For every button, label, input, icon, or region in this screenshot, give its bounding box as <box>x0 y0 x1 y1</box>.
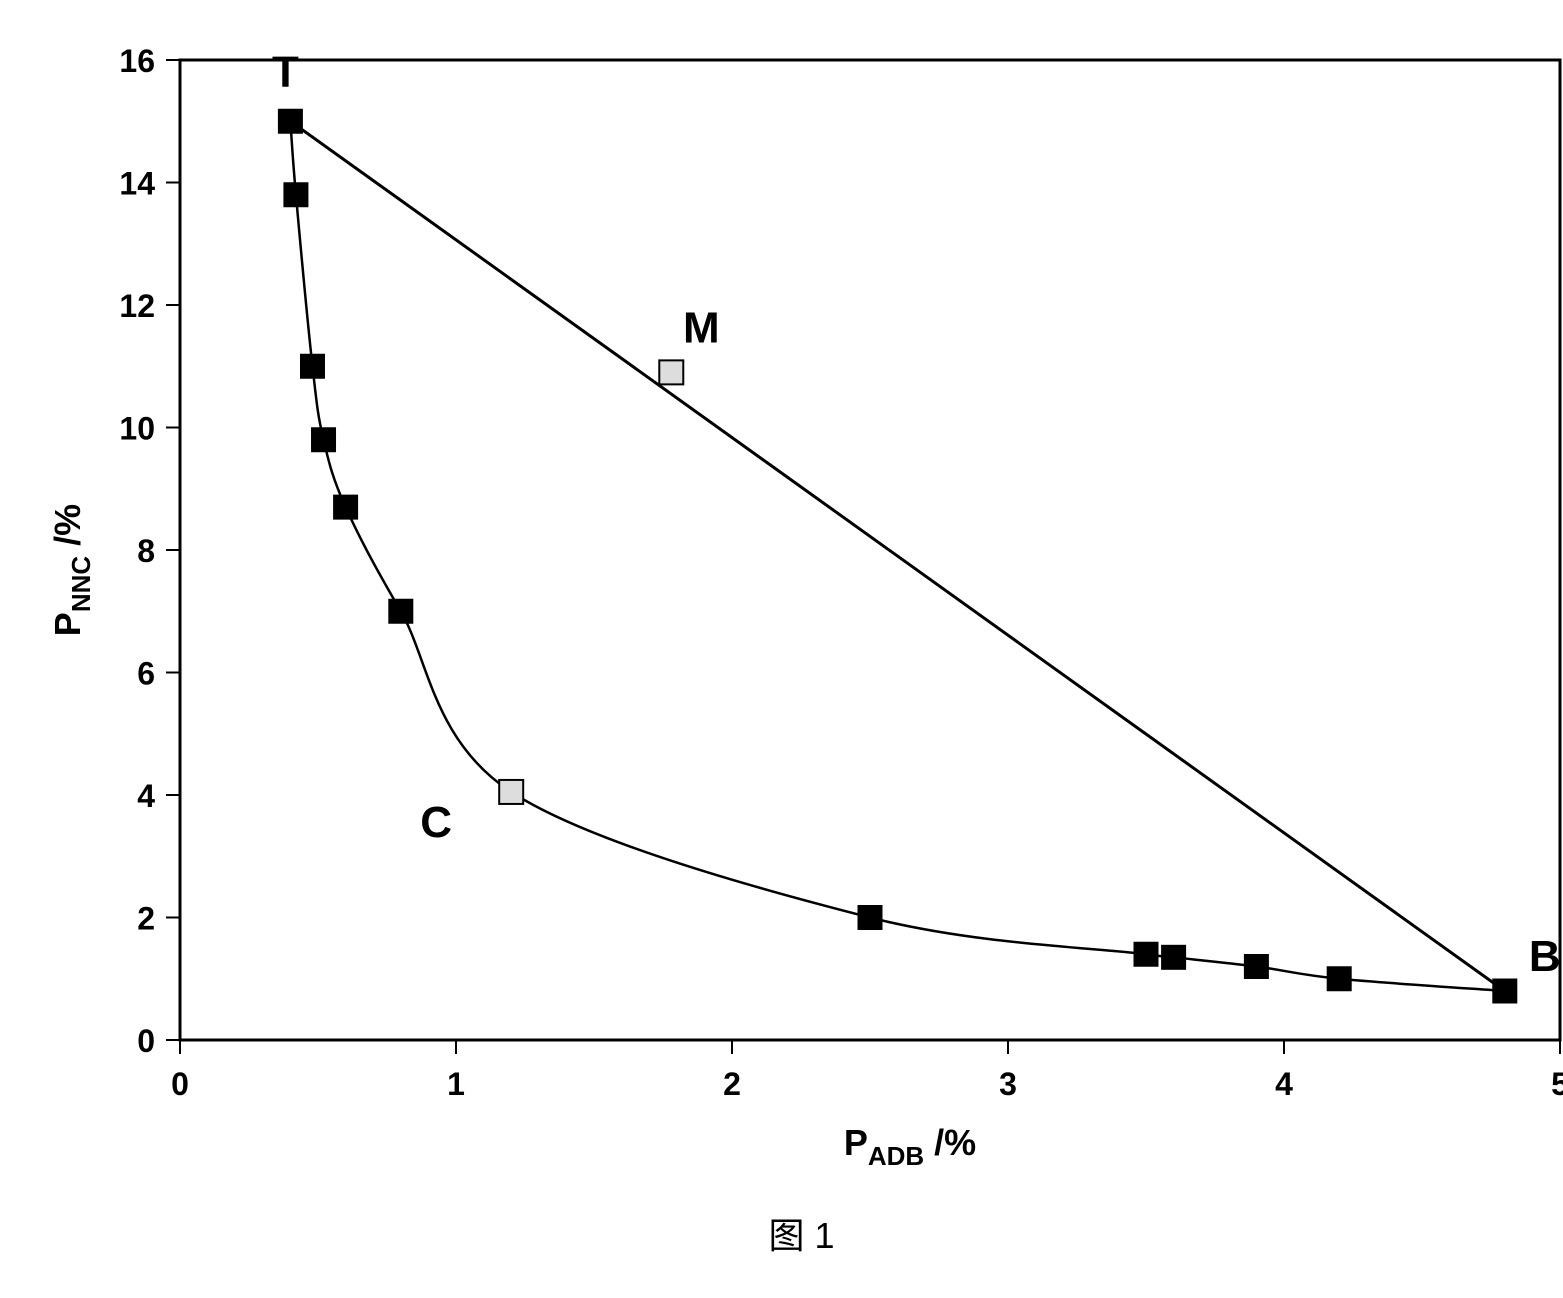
y-axis-label: PNNC /% <box>47 504 96 636</box>
y-tick-label: 6 <box>137 656 155 692</box>
phase-diagram-chart: 0123450246810121416PADB /%PNNC /%TMCB图 1 <box>20 20 1563 1278</box>
x-tick-label: 1 <box>447 1066 465 1102</box>
data-marker <box>1162 945 1186 969</box>
tie-line <box>290 121 1504 991</box>
data-marker <box>1327 967 1351 991</box>
y-tick-label: 4 <box>137 778 155 814</box>
y-tick-label: 16 <box>119 43 155 79</box>
data-marker <box>278 109 302 133</box>
data-marker <box>858 906 882 930</box>
x-tick-label: 4 <box>1275 1066 1293 1102</box>
point-label-c: C <box>420 798 452 847</box>
y-tick-label: 2 <box>137 901 155 937</box>
x-axis-label: PADB /% <box>844 1122 976 1171</box>
y-tick-label: 12 <box>119 288 155 324</box>
data-marker <box>312 428 336 452</box>
point-label-b: B <box>1529 932 1561 981</box>
point-label-m: M <box>683 303 720 352</box>
x-tick-label: 0 <box>171 1066 189 1102</box>
special-marker-m <box>659 360 683 384</box>
special-marker-c <box>499 780 523 804</box>
point-label-t: T <box>272 47 299 96</box>
data-marker <box>1493 979 1517 1003</box>
data-marker <box>389 599 413 623</box>
data-marker <box>334 495 358 519</box>
x-tick-label: 3 <box>999 1066 1017 1102</box>
figure-caption: 图 1 <box>768 1215 834 1256</box>
x-tick-label: 5 <box>1551 1066 1563 1102</box>
y-tick-label: 10 <box>119 411 155 447</box>
y-tick-label: 8 <box>137 533 155 569</box>
data-marker <box>1134 942 1158 966</box>
data-marker <box>284 183 308 207</box>
x-tick-label: 2 <box>723 1066 741 1102</box>
data-marker <box>1244 955 1268 979</box>
y-tick-label: 14 <box>119 166 155 202</box>
data-marker <box>300 354 324 378</box>
chart-container: 0123450246810121416PADB /%PNNC /%TMCB图 1 <box>20 20 1563 1278</box>
y-tick-label: 0 <box>137 1023 155 1059</box>
plot-frame <box>180 60 1560 1040</box>
